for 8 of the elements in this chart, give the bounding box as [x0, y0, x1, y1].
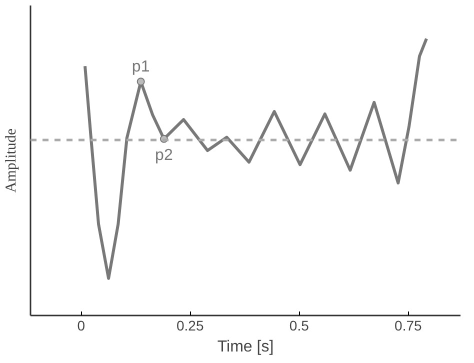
x-axis-title: Time [s] [217, 338, 274, 356]
y-axis-title: Amplitude [4, 128, 20, 193]
x-tick-label: 0 [77, 318, 86, 334]
x-tick-label: 0.75 [394, 318, 422, 334]
x-tick-label: 0.5 [289, 318, 310, 334]
annotation: p1 [132, 58, 150, 76]
annotation: p2 [155, 146, 173, 164]
x-tick-label: 0.25 [176, 318, 204, 334]
